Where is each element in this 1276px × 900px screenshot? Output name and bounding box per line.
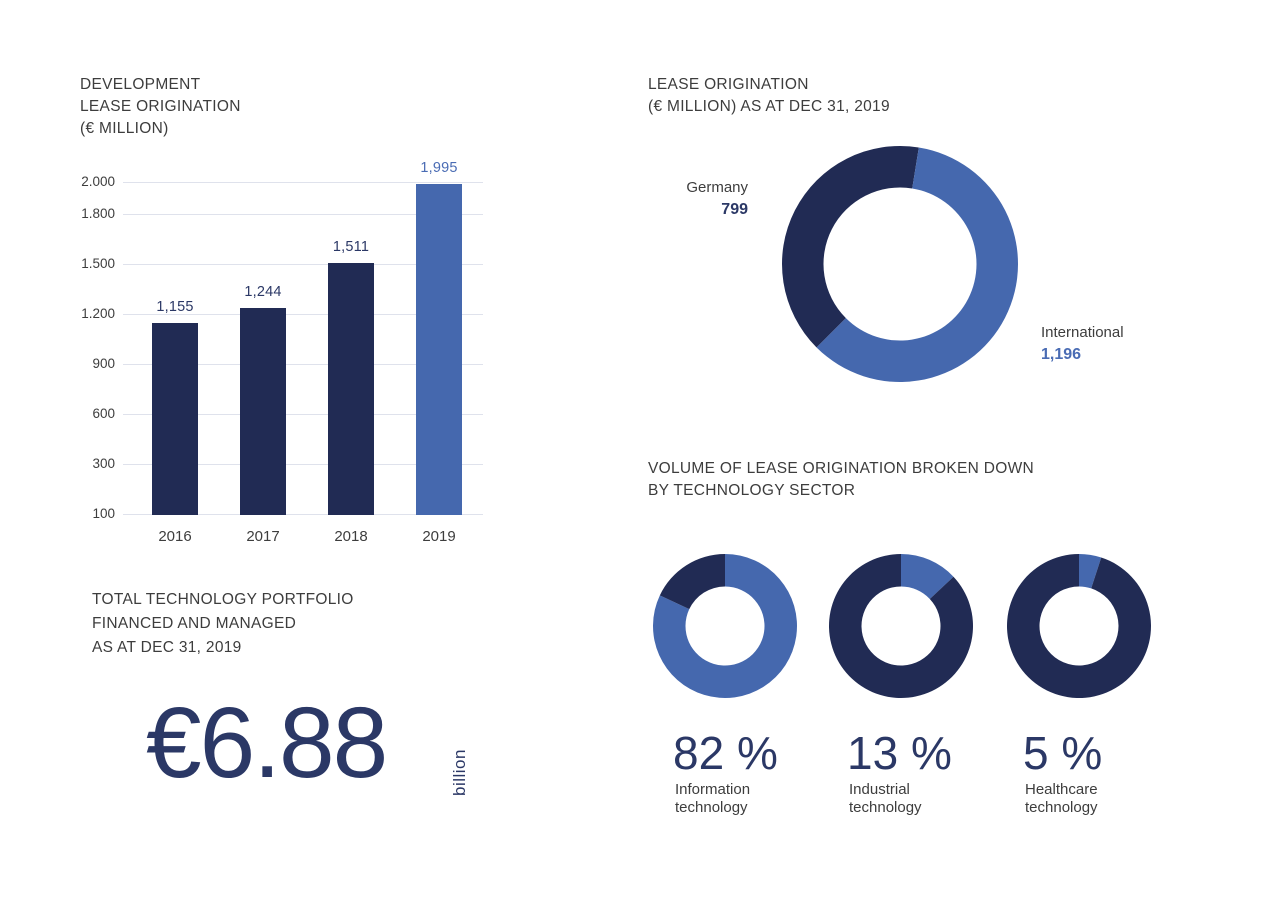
tech-pct-label-industrial: 13 % <box>847 727 952 779</box>
bar-value-label-2017: 1,244 <box>244 283 282 300</box>
gridline-1500 <box>123 264 483 265</box>
y-tick-label-900: 900 <box>92 356 115 371</box>
bar-chart-title-line: DEVELOPMENT <box>80 76 201 93</box>
donut-slice-germany <box>782 145 919 348</box>
tech-donut-slice-rest-information <box>659 554 725 610</box>
gridline-900 <box>123 364 483 365</box>
region-label-germany-value: 799 <box>721 201 748 218</box>
x-category-label-2016: 2016 <box>158 528 192 545</box>
tech-pct-label-healthcare: 5 % <box>1023 727 1103 779</box>
bar-chart-title: DEVELOPMENT LEASE ORIGINATION (€ MILLION… <box>80 74 241 140</box>
tech-caption-industrial: Industrial technology <box>849 781 922 817</box>
tech-donut-slice-healthcare <box>1079 554 1102 589</box>
tech-caption-healthcare: Healthcare technology <box>1025 781 1098 817</box>
bar-value-label-2016: 1,155 <box>156 298 194 315</box>
gridline-600 <box>123 414 483 415</box>
gridline-2000 <box>123 182 483 183</box>
tech-donut-slice-rest-healthcare <box>1007 554 1151 698</box>
bar-2018 <box>328 263 374 515</box>
y-tick-label-300: 300 <box>92 456 115 471</box>
tech-caption-line: technology <box>675 799 748 816</box>
bar-chart-title-line: LEASE ORIGINATION <box>80 98 241 115</box>
total-portfolio-title-line: AS AT DEC 31, 2019 <box>92 639 242 656</box>
tech-donuts-title-line: BY TECHNOLOGY SECTOR <box>648 482 856 499</box>
tech-caption-line: Industrial <box>849 781 910 798</box>
bar-chart-plot <box>123 182 483 515</box>
total-portfolio-unit: billion <box>450 749 469 796</box>
region-label-international-value: 1,196 <box>1041 346 1082 363</box>
bar-2016 <box>152 322 198 515</box>
total-portfolio-title: TOTAL TECHNOLOGY PORTFOLIO FINANCED AND … <box>92 588 354 660</box>
tech-donuts-title: VOLUME OF LEASE ORIGINATION BROKEN DOWN … <box>648 458 1034 502</box>
gridline-1800 <box>123 214 483 215</box>
tech-caption-line: Healthcare <box>1025 781 1098 798</box>
total-portfolio-figure: €6.88 <box>146 687 388 799</box>
tech-donuts-title-line: VOLUME OF LEASE ORIGINATION BROKEN DOWN <box>648 460 1035 477</box>
region-donut-title-line: LEASE ORIGINATION <box>648 76 809 93</box>
gridline-1200 <box>123 314 483 315</box>
tech-donut-slice-information <box>653 554 797 698</box>
tech-donut-slice-rest-industrial <box>829 554 973 698</box>
region-donut-chart <box>782 145 1018 382</box>
gridline-300 <box>123 464 483 465</box>
x-category-label-2019: 2019 <box>422 528 456 545</box>
region-label-germany: Germany 799 <box>648 177 748 221</box>
y-tick-label-1800: 1.800 <box>81 206 115 221</box>
tech-pct-label-information: 82 % <box>673 727 778 779</box>
tech-donut-slice-industrial <box>901 554 954 599</box>
tech-caption-line: Information <box>675 781 751 798</box>
tech-donut-healthcare <box>1007 554 1151 698</box>
bar-chart-title-line: (€ MILLION) <box>80 120 169 137</box>
bar-value-label-2018: 1,511 <box>332 239 370 256</box>
y-tick-label-2000: 2.000 <box>81 174 115 189</box>
bar-2017 <box>240 307 286 515</box>
bar-value-label-2019: 1,995 <box>420 159 458 176</box>
y-tick-label-100: 100 <box>92 506 115 521</box>
tech-donut-information <box>653 554 797 698</box>
y-tick-label-1500: 1.500 <box>81 256 115 271</box>
region-label-international-name: International <box>1041 324 1124 341</box>
y-tick-label-600: 600 <box>92 406 115 421</box>
x-category-label-2018: 2018 <box>334 528 368 545</box>
gridline-100 <box>123 514 483 515</box>
region-label-germany-name: Germany <box>686 179 748 196</box>
y-tick-label-1200: 1.200 <box>81 306 115 321</box>
region-donut-title-line: (€ MILLION) AS AT DEC 31, 2019 <box>648 98 890 115</box>
donut-slice-international <box>816 147 1018 382</box>
tech-caption-information: Information technology <box>675 781 750 817</box>
tech-donut-industrial <box>829 554 973 698</box>
total-portfolio-title-line: FINANCED AND MANAGED <box>92 615 297 632</box>
bar-2019 <box>416 183 462 515</box>
region-donut-title: LEASE ORIGINATION (€ MILLION) AS AT DEC … <box>648 74 890 118</box>
x-category-label-2017: 2017 <box>246 528 280 545</box>
tech-caption-line: technology <box>849 799 922 816</box>
tech-caption-line: technology <box>1025 799 1098 816</box>
region-label-international: International 1,196 <box>1041 322 1124 366</box>
total-portfolio-title-line: TOTAL TECHNOLOGY PORTFOLIO <box>92 591 354 608</box>
